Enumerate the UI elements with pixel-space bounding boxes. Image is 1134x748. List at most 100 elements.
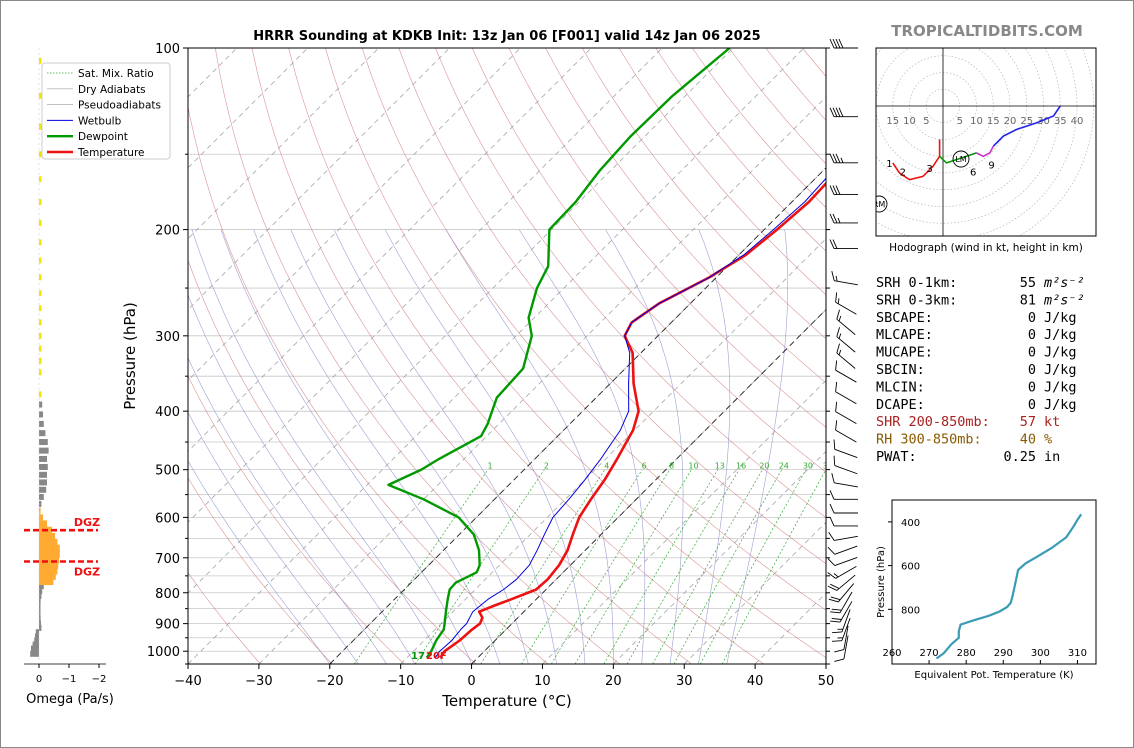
barb-half: [833, 573, 839, 578]
hodo-height-label: 9: [988, 161, 994, 172]
stat-label: DCAPE:: [876, 397, 925, 413]
omega-panel: DGZ DGZ 0 −1 −2 Omega (Pa/s): [24, 48, 114, 707]
wind-barb: [833, 455, 858, 475]
x-tick-label: 10: [534, 674, 551, 689]
omega-bar: [39, 198, 42, 205]
stat-label: SBCIN:: [876, 362, 925, 378]
omega-bar: [39, 550, 60, 559]
dry-adiabat: [188, 259, 477, 664]
moist-adiabat: [191, 229, 444, 664]
barb-full: [829, 153, 835, 163]
omega-bar: [39, 597, 41, 604]
barb-full: [829, 239, 835, 249]
omega-bar: [39, 274, 42, 281]
legend-label: Dewpoint: [78, 131, 128, 143]
mixing-ratio-label: 36: [823, 462, 833, 471]
skewt-inner: 1246810131620243036: [188, 48, 833, 664]
dry-adiabat: [471, 48, 826, 473]
omega-bar: [39, 123, 42, 130]
theta-e-panel: 260 270 280 290 300 310 400 600 800 Equivalent Po…: [876, 499, 1097, 681]
stat-value: 0: [1028, 362, 1036, 378]
barb-full: [832, 640, 842, 642]
omega-bar: [39, 583, 44, 590]
omega-bar: [39, 624, 42, 631]
dry-adiabat: [288, 48, 764, 664]
omega-bar: [39, 319, 42, 326]
hodo-height-label: 3: [926, 164, 932, 175]
dgz-top-label: DGZ: [74, 516, 100, 529]
barb-full: [835, 360, 838, 371]
barb-staff: [835, 411, 857, 425]
omega-bar: [39, 493, 44, 500]
omega-bar: [39, 616, 41, 623]
stat-value: 40: [1020, 432, 1036, 448]
mixing-ratio-label: 6: [642, 462, 647, 471]
dgz-isotherm: [329, 167, 826, 664]
hodo-ring-label: 30: [1037, 116, 1050, 127]
stat-label: MUCAPE:: [876, 345, 933, 361]
dry-adiabat: [251, 48, 692, 664]
mixing-ratio-label: 1: [487, 462, 492, 471]
omega-bar: [39, 411, 43, 418]
moist-adiabat: [726, 229, 788, 664]
barb-full: [835, 153, 841, 163]
isotherm-line: [188, 48, 663, 523]
wind-barb: [836, 343, 856, 369]
omega-bar: [30, 650, 39, 657]
wind-barb: [835, 420, 857, 443]
omega-bar: [39, 567, 58, 575]
mixing-ratio-label: 4: [604, 462, 609, 471]
stat-unit: in: [1044, 449, 1060, 465]
wind-barb: [827, 545, 858, 555]
barb-full: [829, 185, 835, 195]
wind-barb: [829, 107, 858, 118]
barb-full: [828, 598, 839, 603]
mixing-ratio-label: 30: [803, 462, 813, 471]
x-tick-label: 30: [676, 674, 693, 689]
wind-barb: [835, 292, 857, 315]
stat-value: 0: [1028, 345, 1036, 361]
barb-full: [832, 38, 838, 49]
omega-bar: [35, 633, 39, 640]
thetae-x-tick-label: 260: [882, 648, 901, 659]
wind-barb: [827, 565, 857, 579]
wind-barb: [829, 516, 858, 527]
dry-adiabat: [581, 48, 826, 340]
moist-adiabat: [333, 229, 557, 664]
omega-bar: [39, 486, 47, 493]
barb-staff: [839, 591, 853, 614]
barb-staff: [836, 336, 856, 353]
barb-full: [829, 516, 835, 527]
x-tick-label: 20: [605, 674, 622, 689]
barb-full: [829, 107, 835, 117]
series-wetbulb-line: [434, 177, 826, 658]
hodo-ring-label: 5: [957, 116, 963, 127]
barb-full: [836, 327, 840, 337]
omega-bar: [39, 357, 42, 364]
mixing-ratio-line: [414, 469, 545, 664]
barb-full: [829, 213, 835, 224]
hodo-frame: [875, 47, 1097, 237]
omega-bar: [35, 629, 39, 636]
barb-full: [835, 401, 838, 412]
moist-adiabat: [384, 229, 586, 664]
mixing-ratio-label: 24: [779, 462, 789, 471]
omega-bar: [39, 439, 48, 446]
y-tick-label: 700: [155, 552, 180, 567]
dgz-bottom-label: DGZ: [74, 565, 100, 578]
omega-bar: [39, 544, 60, 553]
legend-label: Wetbulb: [78, 115, 122, 127]
isotherm-line: [258, 96, 826, 664]
wind-barb: [831, 271, 858, 286]
omega-bar: [34, 637, 39, 644]
hodo-ring-label: 35: [1054, 116, 1067, 127]
wind-barb: [829, 185, 858, 196]
barb-full: [838, 107, 844, 117]
dry-adiabat: [188, 477, 333, 664]
omega-bar: [39, 620, 41, 627]
stat-unit: m²s⁻²: [1043, 275, 1085, 291]
legend-label: Sat. Mix. Ratio: [78, 68, 154, 80]
omega-bar: [39, 507, 41, 514]
barb-full: [833, 439, 836, 450]
